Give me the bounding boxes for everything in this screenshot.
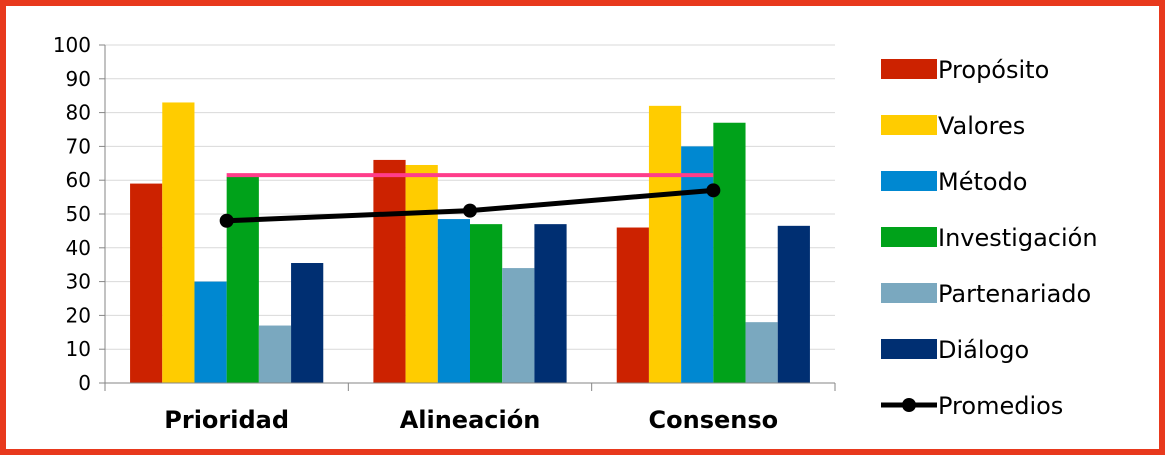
legend-swatch-propósito [881,59,937,79]
bar-partenariado-consenso [745,322,778,383]
bar-propósito-alineación [373,159,406,383]
legend-label-investigación: Investigación [938,224,1098,252]
y-tick-label-30: 30 [66,270,91,294]
y-tick-label-90: 90 [66,67,91,91]
legend-marker-promedios [902,398,916,412]
y-tick-label-100: 100 [53,33,91,57]
legend-label-propósito: Propósito [938,56,1049,84]
legend-label-diálogo: Diálogo [938,336,1029,364]
bar-método-alineación [437,219,470,383]
y-tick-label-50: 50 [66,202,91,226]
y-tick-label-70: 70 [66,134,91,158]
bar-partenariado-alineación [502,268,535,383]
bar-investigación-prioridad [226,176,259,383]
legend-swatch-valores [881,115,937,135]
bar-diálogo-consenso [777,225,810,383]
y-tick-label-40: 40 [66,236,91,260]
x-tick-label-alineación: Alineación [400,406,541,434]
legend-label-método: Método [938,168,1027,196]
x-tick-label-consenso: Consenso [649,406,779,434]
x-tick-label-prioridad: Prioridad [164,406,289,434]
y-tick-label-60: 60 [66,168,91,192]
point-promedios-prioridad [219,213,234,228]
y-tick-label-10: 10 [66,337,91,361]
bar-valores-prioridad [162,102,195,384]
legend-swatch-partenariado [881,283,937,303]
point-promedios-consenso [706,183,721,198]
y-tick-label-0: 0 [78,371,91,395]
bar-propósito-consenso [616,227,649,383]
bar-valores-consenso [648,105,682,383]
point-promedios-alineación [463,203,477,218]
bar-diálogo-alineación [534,224,567,383]
bar-partenariado-prioridad [258,325,292,383]
bar-investigación-alineación [470,224,503,383]
bar-diálogo-prioridad [291,263,324,383]
legend-swatch-investigación [881,227,937,247]
legend-label-valores: Valores [938,112,1025,140]
legend-swatch-método [881,171,937,191]
y-tick-label-80: 80 [66,101,91,125]
y-tick-label-20: 20 [66,303,91,327]
legend-swatch-diálogo [881,339,937,359]
bar-valores-alineación [405,164,438,383]
bar-método-prioridad [194,281,227,383]
bar-propósito-prioridad [130,183,163,383]
legend-label-partenariado: Partenariado [938,280,1091,308]
bar-método-consenso [681,146,714,383]
legend-label-promedios: Promedios [938,392,1063,420]
bar-investigación-consenso [713,122,746,384]
